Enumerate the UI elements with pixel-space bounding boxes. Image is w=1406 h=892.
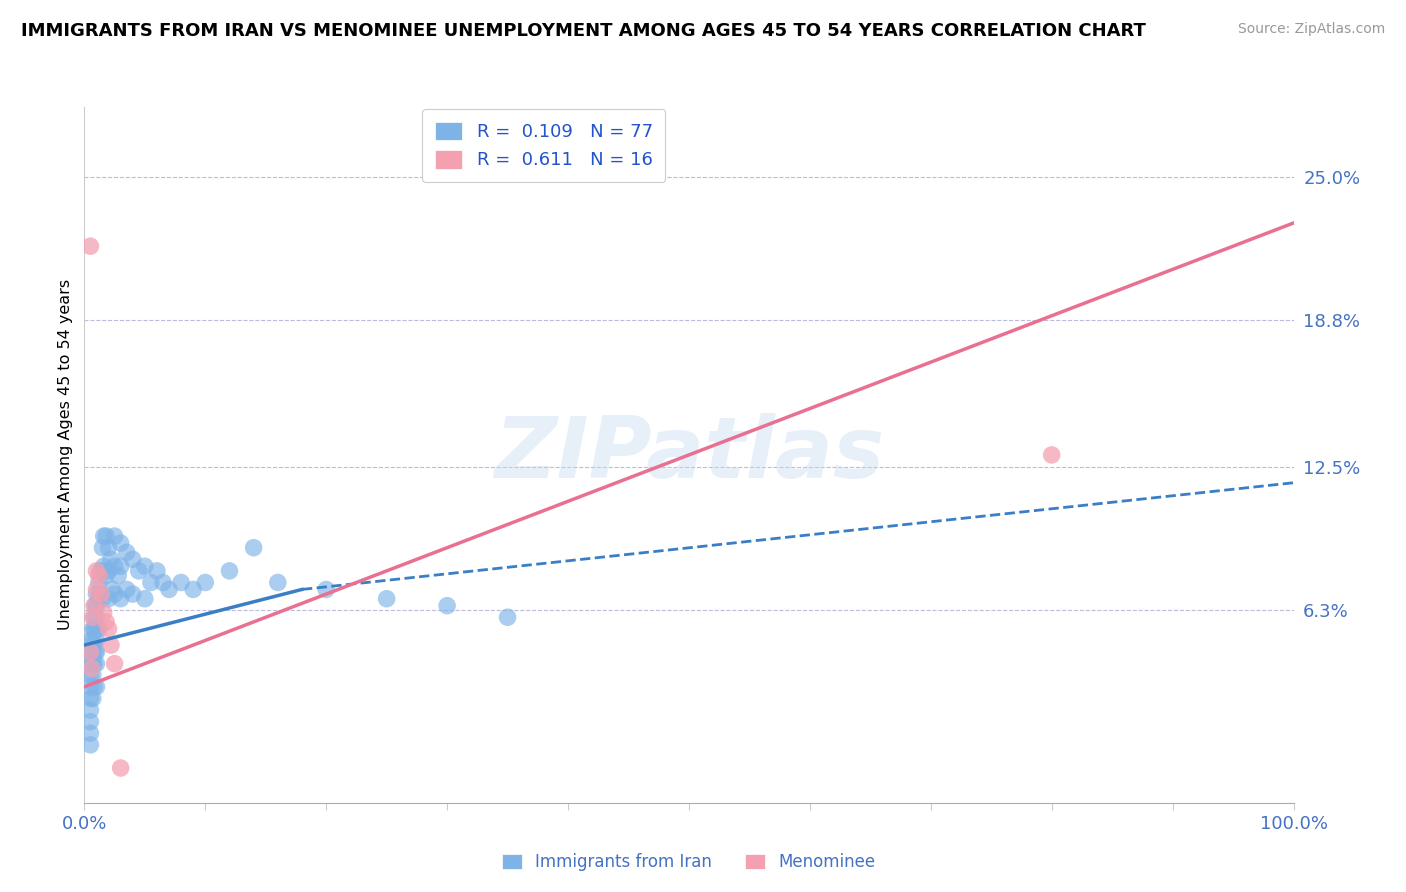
- Point: [94, 615, 117, 629]
- Point: [84, 599, 107, 613]
- Point: [115, 545, 138, 559]
- Point: [104, 559, 127, 574]
- Point: [104, 529, 127, 543]
- Point: [83, 638, 105, 652]
- Point: [82, 691, 104, 706]
- Point: [79, 726, 101, 740]
- Point: [82, 657, 104, 671]
- Point: [79, 738, 101, 752]
- Point: [97, 591, 120, 606]
- Point: [90, 587, 112, 601]
- Point: [97, 564, 120, 578]
- Point: [79, 703, 101, 717]
- Point: [79, 668, 101, 682]
- Point: [83, 657, 105, 671]
- Point: [82, 668, 104, 682]
- Point: [93, 529, 115, 543]
- Point: [100, 552, 122, 566]
- Point: [91, 541, 114, 555]
- Point: [1040, 448, 1063, 462]
- Point: [91, 591, 114, 606]
- Point: [79, 239, 101, 253]
- Legend: Immigrants from Iran, Menominee: Immigrants from Iran, Menominee: [495, 847, 883, 878]
- Point: [86, 564, 108, 578]
- Point: [87, 575, 110, 590]
- Point: [86, 582, 108, 597]
- Point: [87, 622, 110, 636]
- Point: [86, 587, 108, 601]
- Point: [157, 582, 180, 597]
- Point: [110, 536, 132, 550]
- Point: [128, 564, 150, 578]
- Point: [86, 657, 108, 671]
- Point: [110, 591, 132, 606]
- Point: [101, 582, 124, 597]
- Text: ZIPatlas: ZIPatlas: [494, 413, 884, 497]
- Point: [84, 622, 107, 636]
- Point: [89, 587, 111, 601]
- Point: [86, 645, 108, 659]
- Point: [496, 610, 519, 624]
- Point: [83, 599, 105, 613]
- Point: [181, 582, 204, 597]
- Point: [87, 591, 110, 606]
- Point: [121, 587, 143, 601]
- Point: [80, 661, 103, 675]
- Point: [82, 633, 104, 648]
- Point: [104, 657, 127, 671]
- Point: [146, 564, 169, 578]
- Point: [83, 680, 105, 694]
- Point: [194, 575, 217, 590]
- Point: [83, 622, 105, 636]
- Point: [82, 645, 104, 659]
- Point: [97, 541, 120, 555]
- Point: [110, 559, 132, 574]
- Point: [218, 564, 240, 578]
- Point: [93, 606, 115, 620]
- Point: [86, 599, 108, 613]
- Point: [94, 568, 117, 582]
- Point: [79, 633, 101, 648]
- Point: [107, 568, 129, 582]
- Point: [84, 645, 107, 659]
- Point: [134, 559, 156, 574]
- Point: [86, 680, 108, 694]
- Y-axis label: Unemployment Among Ages 45 to 54 years: Unemployment Among Ages 45 to 54 years: [58, 279, 73, 631]
- Text: Source: ZipAtlas.com: Source: ZipAtlas.com: [1237, 22, 1385, 37]
- Point: [82, 610, 104, 624]
- Point: [83, 610, 105, 624]
- Point: [82, 622, 104, 636]
- Point: [86, 622, 108, 636]
- Point: [242, 541, 264, 555]
- Point: [94, 529, 117, 543]
- Point: [91, 564, 114, 578]
- Point: [87, 568, 110, 582]
- Point: [79, 680, 101, 694]
- Point: [89, 564, 111, 578]
- Point: [86, 610, 108, 624]
- Point: [86, 633, 108, 648]
- Point: [139, 575, 162, 590]
- Point: [79, 645, 101, 659]
- Point: [267, 575, 290, 590]
- Point: [115, 582, 138, 597]
- Point: [79, 657, 101, 671]
- Point: [79, 645, 101, 659]
- Point: [315, 582, 337, 597]
- Point: [79, 714, 101, 729]
- Point: [97, 622, 120, 636]
- Text: IMMIGRANTS FROM IRAN VS MENOMINEE UNEMPLOYMENT AMONG AGES 45 TO 54 YEARS CORRELA: IMMIGRANTS FROM IRAN VS MENOMINEE UNEMPL…: [21, 22, 1146, 40]
- Point: [152, 575, 174, 590]
- Point: [104, 587, 127, 601]
- Point: [93, 559, 115, 574]
- Point: [436, 599, 458, 613]
- Point: [121, 552, 143, 566]
- Point: [134, 591, 156, 606]
- Point: [375, 591, 398, 606]
- Point: [170, 575, 193, 590]
- Point: [79, 691, 101, 706]
- Point: [110, 761, 132, 775]
- Point: [100, 638, 122, 652]
